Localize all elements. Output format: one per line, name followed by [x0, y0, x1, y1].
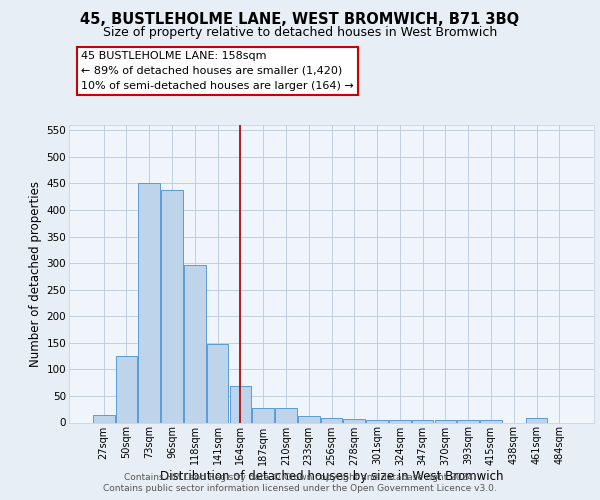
- Bar: [434, 420, 456, 422]
- Bar: [93, 414, 115, 422]
- Bar: [116, 356, 137, 422]
- Bar: [230, 386, 251, 422]
- Text: Contains public sector information licensed under the Open Government Licence v3: Contains public sector information licen…: [103, 484, 497, 493]
- Bar: [366, 420, 388, 422]
- Text: Size of property relative to detached houses in West Bromwich: Size of property relative to detached ho…: [103, 26, 497, 39]
- X-axis label: Distribution of detached houses by size in West Bromwich: Distribution of detached houses by size …: [160, 470, 503, 483]
- Text: 45, BUSTLEHOLME LANE, WEST BROMWICH, B71 3BQ: 45, BUSTLEHOLME LANE, WEST BROMWICH, B71…: [80, 12, 520, 26]
- Bar: [343, 420, 365, 422]
- Bar: [184, 264, 206, 422]
- Bar: [139, 184, 160, 422]
- Bar: [161, 190, 183, 422]
- Bar: [320, 418, 343, 422]
- Bar: [412, 420, 433, 422]
- Bar: [526, 418, 547, 422]
- Bar: [457, 420, 479, 422]
- Bar: [389, 420, 410, 422]
- Bar: [275, 408, 297, 422]
- Bar: [253, 408, 274, 422]
- Bar: [298, 416, 320, 422]
- Bar: [480, 420, 502, 422]
- Text: 45 BUSTLEHOLME LANE: 158sqm
← 89% of detached houses are smaller (1,420)
10% of : 45 BUSTLEHOLME LANE: 158sqm ← 89% of det…: [81, 51, 354, 90]
- Y-axis label: Number of detached properties: Number of detached properties: [29, 180, 43, 367]
- Text: Contains HM Land Registry data © Crown copyright and database right 2024.: Contains HM Land Registry data © Crown c…: [124, 472, 476, 482]
- Bar: [207, 344, 229, 422]
